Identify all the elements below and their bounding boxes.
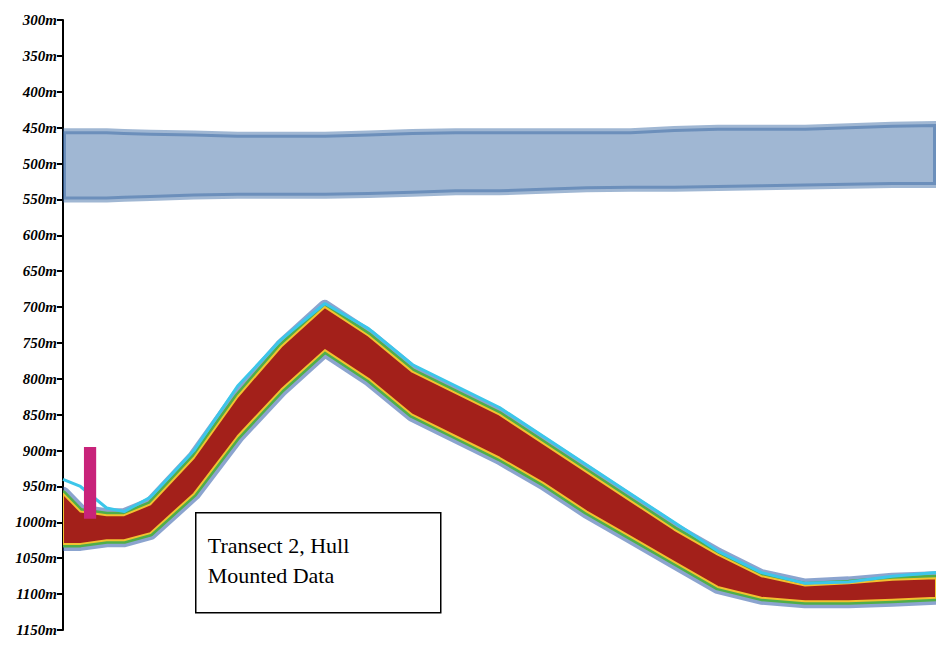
svg-text:1100m: 1100m [16,586,57,602]
svg-text:900m: 900m [23,443,57,459]
svg-text:Mounted Data: Mounted Data [208,563,335,588]
svg-text:450m: 450m [22,120,57,136]
svg-text:Transect 2, Hull: Transect 2, Hull [208,533,355,558]
svg-text:1150m: 1150m [16,622,57,638]
svg-text:1000m: 1000m [15,514,57,530]
svg-text:1050m: 1050m [15,550,57,566]
svg-text:300m: 300m [22,12,57,28]
svg-text:600m: 600m [23,227,57,243]
svg-text:750m: 750m [23,335,57,351]
svg-text:500m: 500m [23,156,57,172]
svg-text:650m: 650m [23,263,57,279]
svg-text:550m: 550m [23,191,57,207]
svg-text:700m: 700m [23,299,57,315]
svg-text:850m: 850m [23,407,57,423]
svg-text:400m: 400m [22,84,57,100]
svg-text:350m: 350m [22,48,57,64]
svg-text:800m: 800m [23,371,57,387]
svg-text:950m: 950m [23,478,57,494]
